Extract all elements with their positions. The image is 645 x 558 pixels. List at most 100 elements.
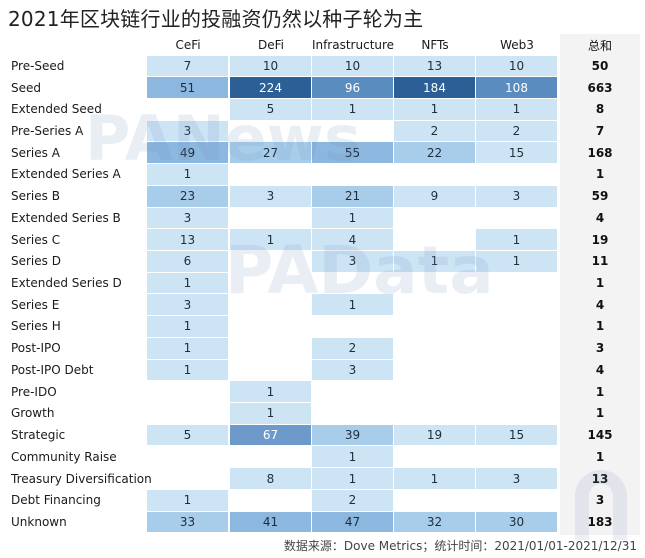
row-total: 4 — [595, 362, 605, 377]
heatmap-cell: 22 — [394, 142, 475, 164]
row-label: Series C — [11, 232, 61, 247]
heatmap-cell: 39 — [312, 424, 393, 446]
heatmap-cell: 1 — [147, 316, 228, 337]
row-label: Unknown — [11, 514, 67, 529]
row-total: 7 — [595, 124, 605, 139]
row-total: 59 — [591, 189, 609, 204]
heatmap-cell: 3 — [147, 294, 228, 316]
heatmap-cell: 1 — [230, 403, 311, 424]
heatmap-cell: 19 — [394, 424, 475, 446]
heatmap-cell: 30 — [476, 511, 557, 533]
heatmap-cell: 1 — [394, 468, 475, 489]
heatmap-cell: 2 — [312, 337, 393, 359]
row-total: 1 — [595, 276, 605, 291]
heatmap-cell: 8 — [230, 468, 311, 489]
row-label: Seed — [11, 80, 41, 95]
column-header: Web3 — [500, 38, 534, 52]
heatmap-cell: 108 — [476, 77, 557, 98]
row-label: Extended Series D — [11, 276, 122, 291]
row-label: Series B — [11, 189, 60, 204]
heatmap-cell: 21 — [312, 185, 393, 207]
column-header: CeFi — [175, 38, 201, 52]
heatmap-cell: 3 — [476, 468, 557, 489]
row-total: 1 — [595, 406, 605, 421]
row-total: 168 — [587, 145, 613, 160]
row-label: Series D — [11, 254, 61, 269]
row-total: 183 — [587, 514, 613, 529]
heatmap-cell: 10 — [476, 55, 557, 77]
heatmap-cell: 1 — [476, 98, 557, 120]
heatmap-cell: 1 — [394, 250, 475, 272]
row-total: 8 — [595, 102, 605, 117]
row-label: Community Raise — [11, 449, 117, 464]
row-total: 13 — [591, 471, 609, 486]
heatmap-cell: 1 — [312, 207, 393, 229]
row-label: Pre-Series A — [11, 124, 84, 139]
heatmap-cell: 5 — [147, 424, 228, 446]
heatmap-cell: 3 — [147, 120, 228, 142]
row-label: Series E — [11, 297, 60, 312]
total-column-header: 总和 — [587, 38, 612, 53]
row-total: 1 — [595, 449, 605, 464]
heatmap-cell: 1 — [476, 250, 557, 272]
heatmap-cell: 1 — [147, 337, 228, 359]
column-header: Infrastructure — [311, 38, 395, 52]
heatmap-cell: 1 — [394, 98, 475, 120]
heatmap-cell: 13 — [394, 55, 475, 77]
heatmap-cell: 10 — [312, 55, 393, 77]
heatmap-cell: 67 — [230, 424, 311, 446]
heatmap-cell: 2 — [476, 120, 557, 142]
heatmap-cell: 1 — [230, 381, 311, 403]
heatmap-cell: 27 — [230, 142, 311, 164]
heatmap-cell: 1 — [147, 359, 228, 381]
heatmap-cell: 15 — [476, 424, 557, 446]
row-total: 3 — [595, 341, 605, 356]
row-label: Treasury Diversification — [11, 471, 152, 486]
row-total: 1 — [595, 319, 605, 334]
row-label: Extended Seed — [11, 102, 102, 117]
heatmap-cell: 7 — [147, 55, 228, 77]
heatmap-cell: 1 — [312, 446, 393, 468]
heatmap-cell: 1 — [230, 229, 311, 250]
row-total: 11 — [591, 254, 609, 269]
heatmap-cell: 5 — [230, 98, 311, 120]
heatmap-cell: 224 — [230, 77, 311, 98]
source-note: 数据来源：Dove Metrics；统计时间：2021/01/01-2021/1… — [283, 539, 637, 553]
heatmap-cell: 3 — [312, 250, 393, 272]
row-total: 145 — [587, 428, 613, 443]
heatmap-cell: 32 — [394, 511, 475, 533]
row-label: Post-IPO Debt — [11, 362, 94, 377]
heatmap-cell: 49 — [147, 142, 228, 164]
row-total: 1 — [595, 384, 605, 399]
heatmap-cell: 15 — [476, 142, 557, 164]
heatmap-cell: 1 — [312, 294, 393, 316]
row-label: Extended Series A — [11, 167, 121, 182]
heatmap-cell: 2 — [312, 489, 393, 511]
heatmap-cell: 3 — [476, 185, 557, 207]
heatmap-cell: 47 — [312, 511, 393, 533]
heatmap-cell: 23 — [147, 185, 228, 207]
heatmap-cell: 41 — [230, 511, 311, 533]
chart-title: 2021年区块链行业的投融资仍然以种子轮为主 — [8, 7, 424, 31]
heatmap-cell: 1 — [312, 98, 393, 120]
row-label: Extended Series B — [11, 210, 121, 225]
heatmap-cell: 1 — [476, 229, 557, 250]
heatmap-cell: 13 — [147, 229, 228, 250]
heatmap-cell: 1 — [147, 164, 228, 185]
totals-column-bg — [560, 34, 640, 535]
row-total: 50 — [591, 58, 609, 73]
column-header: DeFi — [258, 38, 284, 52]
row-total: 4 — [595, 210, 605, 225]
row-total: 663 — [587, 80, 613, 95]
row-label: Series H — [11, 319, 61, 334]
heatmap-cell: 55 — [312, 142, 393, 164]
heatmap-cell: 10 — [230, 55, 311, 77]
heatmap-cell: 184 — [394, 77, 475, 98]
row-label: Series A — [11, 145, 60, 160]
row-label: Pre-Seed — [11, 58, 65, 73]
heatmap-cell: 1 — [147, 489, 228, 511]
heatmap-cell: 2 — [394, 120, 475, 142]
heatmap-cell: 3 — [312, 359, 393, 381]
row-label: Post-IPO — [11, 341, 61, 356]
